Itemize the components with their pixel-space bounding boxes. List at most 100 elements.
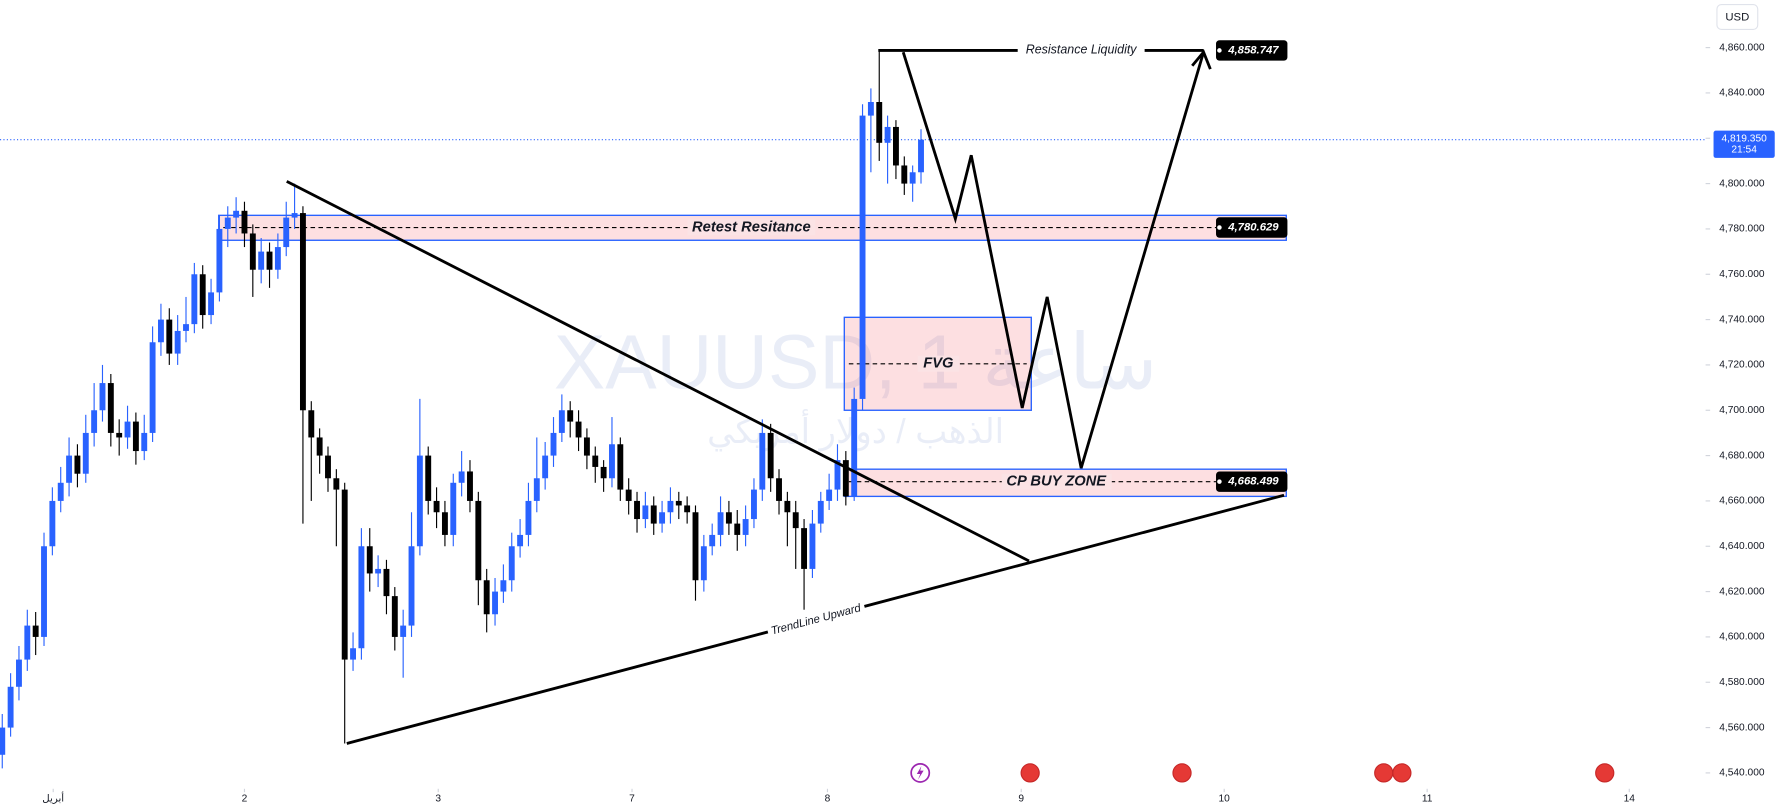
- candle-body: [249, 233, 256, 270]
- candle-body: [299, 213, 306, 411]
- event-icon: [1374, 763, 1394, 783]
- candle-body: [734, 523, 741, 535]
- candle-body: [759, 432, 766, 490]
- projection-path: [901, 51, 1205, 469]
- candle-body: [216, 228, 223, 293]
- price-tag-label: 4,668.499: [1227, 476, 1279, 488]
- candle-body: [467, 471, 473, 501]
- y-tick-label: 4,680.000: [1719, 450, 1765, 461]
- price-tag: [1216, 40, 1288, 61]
- candle-body: [208, 292, 215, 316]
- currency-box[interactable]: [1716, 3, 1759, 31]
- candle-body: [717, 512, 724, 535]
- event-icon: [1020, 763, 1040, 783]
- candle-body: [32, 625, 39, 637]
- candle-body: [425, 455, 432, 501]
- candle-body: [274, 247, 281, 270]
- candle-body: [41, 546, 47, 637]
- candle-body: [684, 505, 691, 513]
- x-tick-label: 9: [1018, 794, 1024, 805]
- candle-body: [725, 512, 732, 524]
- candle-body: [132, 421, 139, 452]
- watermark: XAUUSD, 1 ساعة: [554, 320, 1157, 406]
- candle-body: [333, 478, 340, 490]
- y-tick-label: 4,600.000: [1719, 632, 1765, 643]
- x-tick-label: 7: [629, 794, 635, 805]
- event-icon: [1172, 763, 1192, 783]
- price-tag-dot: [1216, 47, 1223, 54]
- candle-body: [500, 580, 507, 592]
- price-tag-label: 4,858.747: [1227, 44, 1279, 56]
- candle-body: [851, 398, 858, 497]
- candle-body: [49, 500, 56, 547]
- events: [910, 762, 1615, 783]
- candle-body: [74, 455, 81, 474]
- candle-body: [909, 172, 916, 184]
- countdown-label: 21:54: [1731, 145, 1757, 156]
- event-icon: [916, 766, 924, 780]
- candle-body: [291, 213, 298, 218]
- last-price-tag: [1713, 130, 1775, 158]
- y-tick-label: 4,740.000: [1719, 314, 1765, 325]
- candle-body: [224, 217, 231, 229]
- candles: [0, 50, 924, 769]
- candle-body: [99, 383, 106, 411]
- candle-body: [542, 455, 549, 479]
- zone-label: CP BUY ZONE: [1006, 474, 1107, 490]
- candle-body: [350, 648, 356, 660]
- candle-body: [842, 460, 849, 497]
- trendline-label-bg: [766, 601, 867, 639]
- candle-body: [600, 466, 607, 479]
- candle-body: [441, 512, 448, 535]
- resistance-label: Resistance Liquidity: [1026, 43, 1138, 57]
- candle-body: [625, 489, 632, 501]
- candle-body: [634, 500, 640, 520]
- candle-body: [784, 500, 791, 513]
- candle-body: [166, 319, 173, 354]
- candle-body: [492, 591, 498, 615]
- candle-body: [583, 437, 590, 456]
- candle-body: [266, 251, 273, 270]
- candle-body: [24, 625, 31, 660]
- candle-body: [400, 625, 407, 637]
- candle-body: [776, 478, 782, 501]
- candle-body: [867, 102, 874, 116]
- price-tag-dot: [1216, 478, 1223, 486]
- y-tick-label: 4,760.000: [1719, 269, 1765, 280]
- x-tick-label: 11: [1422, 794, 1433, 805]
- x-tick-label: 10: [1219, 794, 1231, 805]
- candle-body: [191, 274, 198, 325]
- candle-body: [7, 686, 14, 728]
- y-tick-label: 4,540.000: [1719, 768, 1765, 779]
- candle-body: [525, 500, 532, 535]
- candle-body: [567, 410, 574, 422]
- candle-body: [116, 432, 123, 438]
- price-tag-label: 4,780.629: [1227, 222, 1279, 234]
- event-icon: [1595, 763, 1615, 783]
- candle-body: [174, 330, 181, 354]
- candle-body: [408, 546, 415, 626]
- candle-body: [183, 324, 189, 331]
- candle-body: [366, 546, 373, 574]
- y-tick-label: 4,800.000: [1719, 178, 1765, 189]
- fvg-label: FVG: [923, 356, 953, 372]
- projection-arrow: [1191, 49, 1212, 70]
- candle-body: [124, 421, 131, 438]
- candle-body: [834, 460, 841, 490]
- zone-label-bg: [1001, 473, 1112, 490]
- candle-body: [358, 546, 365, 649]
- downtrend-line: [286, 180, 1030, 563]
- candle-body: [483, 580, 490, 615]
- candle-body: [433, 500, 440, 513]
- candle-body: [283, 217, 290, 248]
- price-tag-dot: [1216, 224, 1223, 231]
- candle-body: [391, 596, 398, 637]
- x-tick-label: 2: [242, 794, 248, 805]
- x-tick-label: 3: [435, 794, 441, 805]
- candle-body: [751, 489, 757, 520]
- candle-body: [517, 534, 524, 547]
- candle-body: [617, 444, 624, 490]
- candle-body: [558, 410, 565, 433]
- event-icon: [1392, 763, 1412, 783]
- candle-body: [675, 500, 682, 506]
